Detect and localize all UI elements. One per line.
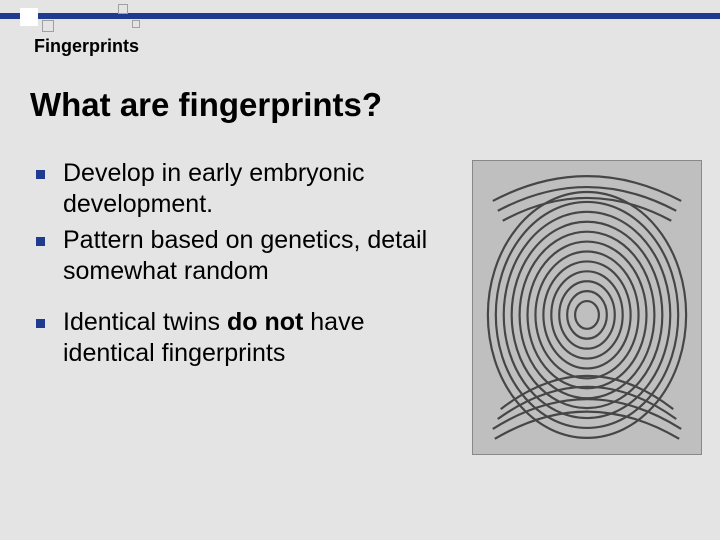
bullet-marker-icon [36, 170, 45, 179]
bullet-item: Identical twins do not have identical fi… [36, 307, 436, 370]
bullet-item: Develop in early embryonic development. [36, 158, 436, 221]
slide-title: What are fingerprints? [30, 86, 382, 124]
bullet-text: Pattern based on genetics, detail somewh… [63, 225, 436, 288]
topbar-square-3 [118, 4, 128, 14]
fingerprint-image [472, 160, 702, 455]
topbar-square-1 [20, 8, 38, 26]
bullet-text-bold: do not [227, 308, 303, 336]
slide-header-label: Fingerprints [34, 36, 139, 57]
bullet-text: Identical twins do not have identical fi… [63, 307, 436, 370]
topbar-stripe [0, 13, 720, 19]
topbar-square-4 [132, 20, 140, 28]
bullet-item: Pattern based on genetics, detail somewh… [36, 225, 436, 288]
fingerprint-icon [473, 161, 701, 454]
slide-body: Develop in early embryonic development. … [36, 158, 436, 390]
topbar-square-2 [42, 20, 54, 32]
slide: Fingerprints What are fingerprints? Deve… [0, 0, 720, 540]
bullet-group-2: Identical twins do not have identical fi… [36, 307, 436, 370]
bullet-text: Develop in early embryonic development. [63, 158, 436, 221]
slide-topbar [0, 0, 720, 32]
bullet-marker-icon [36, 319, 45, 328]
bullet-marker-icon [36, 237, 45, 246]
bullet-group-1: Develop in early embryonic development. … [36, 158, 436, 287]
bullet-text-pre: Identical twins [63, 308, 227, 336]
